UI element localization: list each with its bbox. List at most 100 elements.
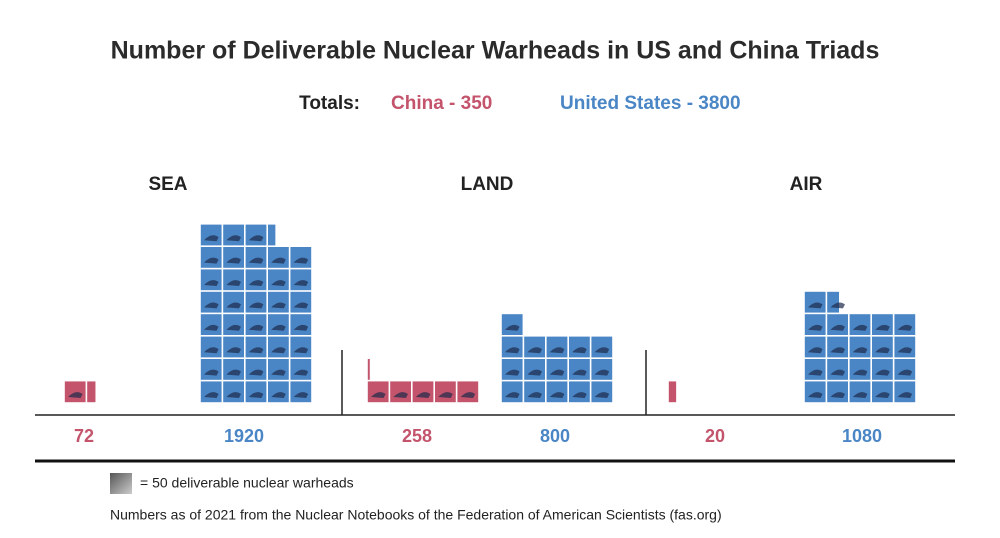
icon-group xyxy=(200,224,312,403)
icon xyxy=(545,335,568,358)
icon-glyph xyxy=(875,369,890,376)
icon-group xyxy=(64,380,97,403)
icon-glyph xyxy=(204,302,219,309)
icon-glyph xyxy=(572,347,587,354)
icon xyxy=(245,380,268,403)
icon xyxy=(267,224,276,247)
icon xyxy=(200,335,223,358)
icon xyxy=(826,358,849,381)
icon-glyph xyxy=(271,392,286,398)
unit-label: = 50 deliverable nuclear warheads xyxy=(140,475,354,491)
icon xyxy=(200,224,223,247)
icon-glyph xyxy=(204,257,219,264)
icon-glyph xyxy=(248,302,264,309)
icon-glyph xyxy=(594,392,610,398)
icon-glyph xyxy=(897,324,913,331)
icon-glyph xyxy=(852,347,868,354)
icon-glyph xyxy=(226,347,241,354)
icon-glyph xyxy=(248,392,264,398)
icon-glyph xyxy=(204,369,219,376)
icon xyxy=(523,335,546,358)
value-label: 72 xyxy=(74,426,94,446)
icon xyxy=(501,335,524,358)
icon xyxy=(267,291,290,314)
icon-glyph xyxy=(505,347,520,354)
value-label: 1080 xyxy=(842,426,882,446)
icon xyxy=(871,358,894,381)
icon xyxy=(848,335,871,358)
icon-glyph xyxy=(226,369,241,376)
icon-glyph xyxy=(226,324,241,331)
icon xyxy=(826,291,840,314)
icon-glyph xyxy=(271,369,286,376)
icon-glyph xyxy=(393,392,408,398)
icon xyxy=(367,358,371,381)
icon-glyph xyxy=(204,347,219,354)
icon-glyph xyxy=(248,347,264,354)
icon xyxy=(501,380,524,403)
icon xyxy=(222,224,245,247)
icon-glyph xyxy=(527,369,542,376)
icon-glyph xyxy=(808,324,823,331)
icon xyxy=(267,335,290,358)
icon-glyph xyxy=(852,324,868,331)
icon xyxy=(590,358,613,381)
icon-glyph xyxy=(549,369,565,376)
icon xyxy=(267,313,290,336)
icon xyxy=(222,313,245,336)
icon-glyph xyxy=(830,347,845,354)
value-label: 800 xyxy=(540,426,570,446)
icon-glyph xyxy=(248,324,264,331)
icon xyxy=(222,291,245,314)
icon xyxy=(590,335,613,358)
icon xyxy=(289,268,312,291)
icon xyxy=(668,380,677,403)
icon-glyph xyxy=(852,369,868,376)
icon-glyph xyxy=(293,280,309,286)
icon-glyph xyxy=(204,392,219,398)
icon-glyph xyxy=(248,235,264,242)
icon xyxy=(804,335,827,358)
icon-glyph xyxy=(505,369,520,376)
icon-glyph xyxy=(875,324,890,331)
icon-glyph xyxy=(830,369,845,376)
icon xyxy=(826,335,849,358)
icon xyxy=(826,313,849,336)
icon-glyph xyxy=(897,369,913,376)
icon-glyph xyxy=(830,302,845,309)
icon-glyph xyxy=(204,280,219,286)
icon xyxy=(893,335,916,358)
icon xyxy=(289,313,312,336)
icon-glyph xyxy=(226,235,241,242)
icon-group xyxy=(804,291,916,403)
icon-glyph xyxy=(293,324,309,331)
icon xyxy=(267,380,290,403)
icon xyxy=(804,380,827,403)
icon-glyph xyxy=(248,280,264,286)
icon-glyph xyxy=(875,347,890,354)
icon-glyph xyxy=(852,392,868,398)
icon xyxy=(289,358,312,381)
icon-group xyxy=(668,380,677,403)
chart-title: Number of Deliverable Nuclear Warheads i… xyxy=(111,37,880,65)
icon xyxy=(848,313,871,336)
icon-glyph xyxy=(271,280,286,286)
icon-glyph xyxy=(226,392,241,398)
legend-entry: United States - 3800 xyxy=(560,93,741,114)
icon xyxy=(267,358,290,381)
icon xyxy=(568,335,591,358)
icon xyxy=(245,246,268,269)
icon-group xyxy=(367,358,479,403)
icon-glyph xyxy=(248,369,264,376)
icon xyxy=(267,268,290,291)
icon-glyph xyxy=(527,392,542,398)
icon xyxy=(289,380,312,403)
icon xyxy=(245,224,268,247)
icon xyxy=(289,335,312,358)
icon xyxy=(501,358,524,381)
icon-glyph xyxy=(438,392,453,398)
icon xyxy=(200,246,223,269)
icon xyxy=(200,313,223,336)
icon xyxy=(222,380,245,403)
